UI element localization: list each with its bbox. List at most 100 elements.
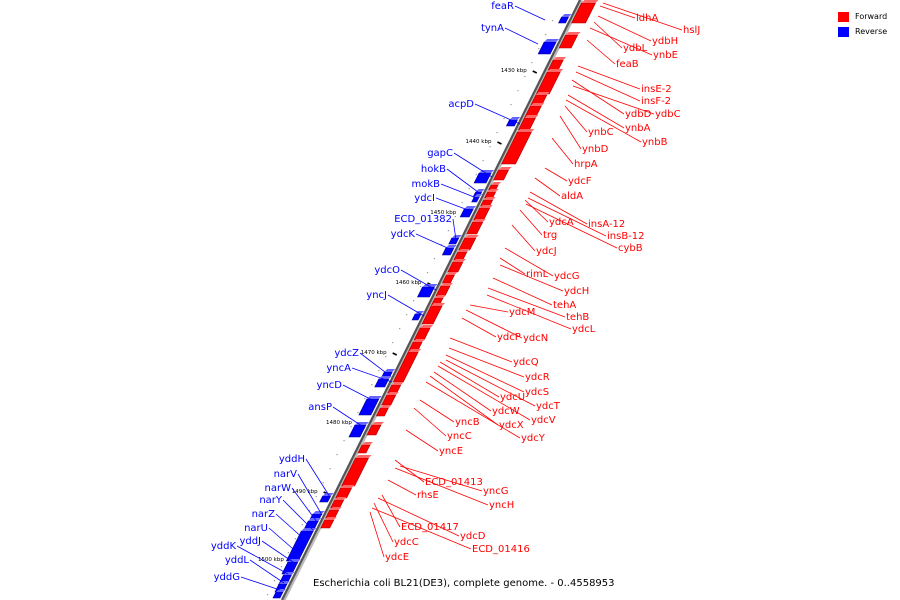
- reverse-gene-label[interactable]: acpD: [448, 99, 521, 125]
- forward-gene-label[interactable]: ydcL: [486, 294, 596, 335]
- forward-gene[interactable]: [501, 129, 535, 165]
- reverse-gene-label[interactable]: gapC: [427, 148, 493, 178]
- reverse-gene-label[interactable]: narU: [244, 523, 301, 556]
- forward-gene-label[interactable]: insF-2: [575, 71, 671, 107]
- forward-gene[interactable]: [366, 422, 384, 436]
- forward-gene-label[interactable]: ECD_01413: [394, 459, 483, 488]
- forward-gene-label[interactable]: ydcU: [439, 361, 525, 403]
- forward-gene[interactable]: [473, 205, 493, 221]
- forward-gene[interactable]: [421, 303, 446, 325]
- forward-gene[interactable]: [453, 249, 470, 261]
- forward-gene[interactable]: [466, 219, 486, 235]
- forward-gene-label[interactable]: ynbE: [589, 27, 678, 61]
- forward-gene[interactable]: [571, 0, 599, 24]
- forward-gene[interactable]: [335, 485, 355, 499]
- forward-gene[interactable]: [413, 325, 434, 341]
- reverse-gene-label[interactable]: ansP: [308, 402, 366, 429]
- forward-gene-label[interactable]: trg: [519, 209, 557, 241]
- forward-gene-label[interactable]: insE-2: [577, 65, 672, 95]
- reverse-gene-label[interactable]: ydcI: [414, 193, 469, 211]
- forward-gene[interactable]: [387, 382, 404, 394]
- forward-gene-label[interactable]: ydcH: [499, 264, 589, 297]
- forward-gene-label[interactable]: hslJ: [602, 2, 700, 36]
- forward-gene[interactable]: [535, 69, 564, 95]
- forward-gene-label[interactable]: ydcE: [369, 511, 409, 563]
- reverse-gene-label[interactable]: yddG: [214, 572, 281, 591]
- forward-gene[interactable]: [320, 517, 337, 529]
- forward-gene-label[interactable]: ydcM: [469, 304, 535, 318]
- forward-gene-label[interactable]: hrpA: [551, 137, 598, 170]
- forward-gene-label[interactable]: insB-12: [527, 197, 645, 242]
- forward-gene-label[interactable]: yncC: [413, 407, 472, 442]
- reverse-gene[interactable]: [537, 39, 560, 55]
- forward-gene-label[interactable]: ECD_01417: [381, 494, 459, 533]
- reverse-gene[interactable]: [471, 194, 483, 203]
- reverse-gene-label[interactable]: yddL: [225, 555, 285, 584]
- forward-gene-label[interactable]: ydcN: [465, 309, 548, 344]
- reverse-gene-label[interactable]: yncJ: [366, 290, 425, 317]
- reverse-gene-label[interactable]: narZ: [252, 509, 306, 541]
- forward-gene-label[interactable]: ydcA: [524, 199, 574, 228]
- forward-gene-label[interactable]: cybB: [525, 203, 643, 254]
- forward-gene-label[interactable]: ydbH: [597, 15, 678, 47]
- forward-gene-label[interactable]: ydbL: [593, 21, 648, 54]
- forward-gene[interactable]: [341, 455, 372, 487]
- forward-gene[interactable]: [480, 197, 496, 207]
- forward-gene-label[interactable]: ydcQ: [449, 337, 539, 368]
- forward-gene-label[interactable]: ydcR: [448, 347, 550, 383]
- reverse-gene-label[interactable]: narW: [265, 483, 318, 523]
- forward-gene-label[interactable]: ECD_01416: [371, 507, 530, 555]
- forward-gene[interactable]: [330, 497, 347, 509]
- reverse-gene[interactable]: [272, 589, 286, 599]
- forward-gene-label[interactable]: ydbC: [572, 85, 681, 120]
- reverse-gene[interactable]: [473, 170, 495, 184]
- forward-gene-label[interactable]: ydcJ: [511, 224, 557, 257]
- forward-gene-label[interactable]: ydcW: [433, 371, 520, 417]
- forward-gene-label[interactable]: ydcF: [544, 167, 592, 187]
- forward-gene[interactable]: [447, 259, 466, 273]
- forward-gene-label[interactable]: tehA: [492, 277, 576, 311]
- forward-gene[interactable]: [357, 442, 373, 454]
- reverse-gene[interactable]: [319, 493, 334, 503]
- forward-gene[interactable]: [547, 57, 567, 71]
- reverse-gene-label[interactable]: ydcK: [391, 229, 453, 251]
- forward-gene-label[interactable]: yncE: [405, 429, 463, 457]
- reverse-gene[interactable]: [558, 14, 572, 24]
- reverse-gene-label[interactable]: yncA: [326, 363, 393, 383]
- reverse-gene-label[interactable]: mokB: [411, 179, 475, 198]
- forward-gene-label[interactable]: ydcC: [373, 502, 419, 548]
- forward-gene[interactable]: [493, 167, 512, 181]
- reverse-gene-label[interactable]: yncD: [317, 380, 377, 403]
- forward-gene-label[interactable]: ynbB: [565, 99, 668, 148]
- forward-gene-label[interactable]: ydcX: [429, 375, 524, 431]
- forward-gene-label[interactable]: yncH: [394, 467, 514, 511]
- reverse-gene-label[interactable]: hokB: [421, 164, 479, 193]
- forward-gene-label[interactable]: ydcT: [445, 359, 561, 412]
- forward-gene-label[interactable]: insA-12: [529, 191, 625, 230]
- reverse-gene-label[interactable]: ECD_01382: [394, 214, 457, 241]
- reverse-gene-label[interactable]: narV: [274, 469, 323, 516]
- forward-gene-label[interactable]: tehB: [487, 287, 589, 323]
- reverse-gene-label[interactable]: yddH: [279, 454, 331, 498]
- reverse-gene[interactable]: [358, 396, 382, 416]
- forward-gene[interactable]: [558, 32, 581, 49]
- forward-gene[interactable]: [458, 235, 479, 251]
- forward-gene-label[interactable]: ydcP: [461, 317, 521, 343]
- forward-gene-label[interactable]: aldA: [534, 177, 583, 202]
- reverse-gene-label[interactable]: ydcO: [374, 265, 437, 291]
- forward-gene-label[interactable]: feaB: [586, 39, 639, 70]
- reverse-gene-label[interactable]: narY: [259, 495, 314, 531]
- reverse-gene-label[interactable]: ydcZ: [334, 348, 386, 373]
- forward-gene-label[interactable]: ydcG: [504, 247, 580, 282]
- reverse-gene-label[interactable]: yddJ: [239, 536, 294, 563]
- forward-gene-label[interactable]: ydcV: [437, 365, 556, 426]
- reverse-gene[interactable]: [348, 422, 369, 438]
- reverse-gene-label[interactable]: tynA: [481, 23, 539, 45]
- forward-gene-label[interactable]: ydcS: [445, 354, 549, 398]
- forward-gene-label[interactable]: rimL: [499, 257, 549, 280]
- forward-gene[interactable]: [375, 405, 392, 417]
- forward-gene-label[interactable]: ydcD: [377, 497, 486, 542]
- reverse-gene[interactable]: [459, 206, 477, 218]
- reverse-gene-label[interactable]: feaR: [491, 1, 546, 21]
- forward-gene-label[interactable]: yncG: [399, 465, 509, 497]
